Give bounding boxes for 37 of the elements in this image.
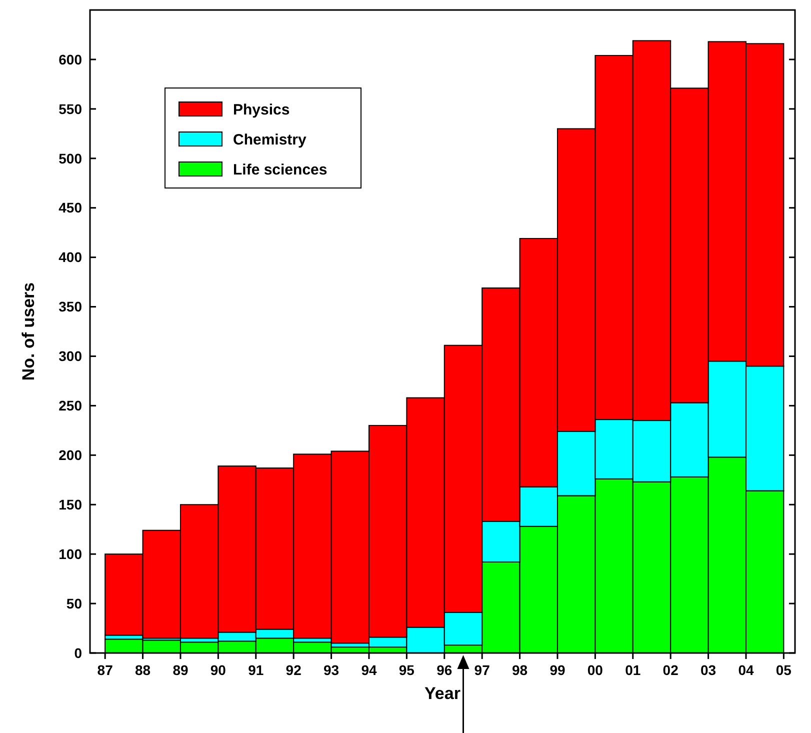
y-tick-label: 150	[58, 496, 82, 513]
x-tick-label: 92	[286, 662, 302, 678]
x-tick-label: 98	[512, 662, 528, 678]
x-tick-label: 88	[134, 662, 151, 678]
y-tick-label: 400	[58, 249, 82, 266]
x-tick-label: 05	[776, 662, 792, 678]
x-tick-label: 89	[172, 662, 188, 678]
x-tick-label: 97	[474, 662, 490, 678]
x-tick-label: 87	[97, 662, 114, 678]
x-tick-label: 04	[738, 662, 754, 678]
x-tick-label: 01	[625, 662, 641, 678]
y-tick-label: 550	[58, 100, 82, 117]
x-tick-label: 95	[398, 662, 415, 678]
y-tick-label: 0	[74, 644, 82, 661]
legend-label: Chemistry	[233, 131, 308, 148]
y-tick-label: 500	[58, 150, 82, 166]
x-tick-label: 99	[550, 662, 566, 678]
x-tick-label: 96	[436, 662, 452, 678]
y-tick-label: 250	[58, 398, 82, 414]
y-tick-label: 450	[58, 200, 82, 216]
y-tick-label: 600	[58, 51, 82, 68]
y-tick-label: 200	[58, 447, 82, 464]
legend-label: Life sciences	[233, 161, 328, 178]
x-tick-label: 91	[248, 662, 264, 678]
y-tick-label: 350	[58, 298, 82, 315]
x-axis-title: Year	[424, 684, 461, 703]
x-tick-label: 94	[361, 662, 377, 678]
x-tick-label: 00	[587, 662, 604, 678]
x-tick-label: 93	[323, 662, 340, 678]
y-axis-title: No. of users	[19, 282, 38, 381]
x-tick-label: 90	[210, 662, 226, 678]
x-tick-label: 03	[700, 662, 716, 678]
y-tick-label: 300	[58, 348, 82, 364]
x-tick-label: 02	[662, 662, 679, 678]
y-tick-label: 100	[58, 546, 82, 562]
y-tick-label: 50	[66, 595, 82, 612]
legend-label: Physics	[233, 101, 290, 118]
